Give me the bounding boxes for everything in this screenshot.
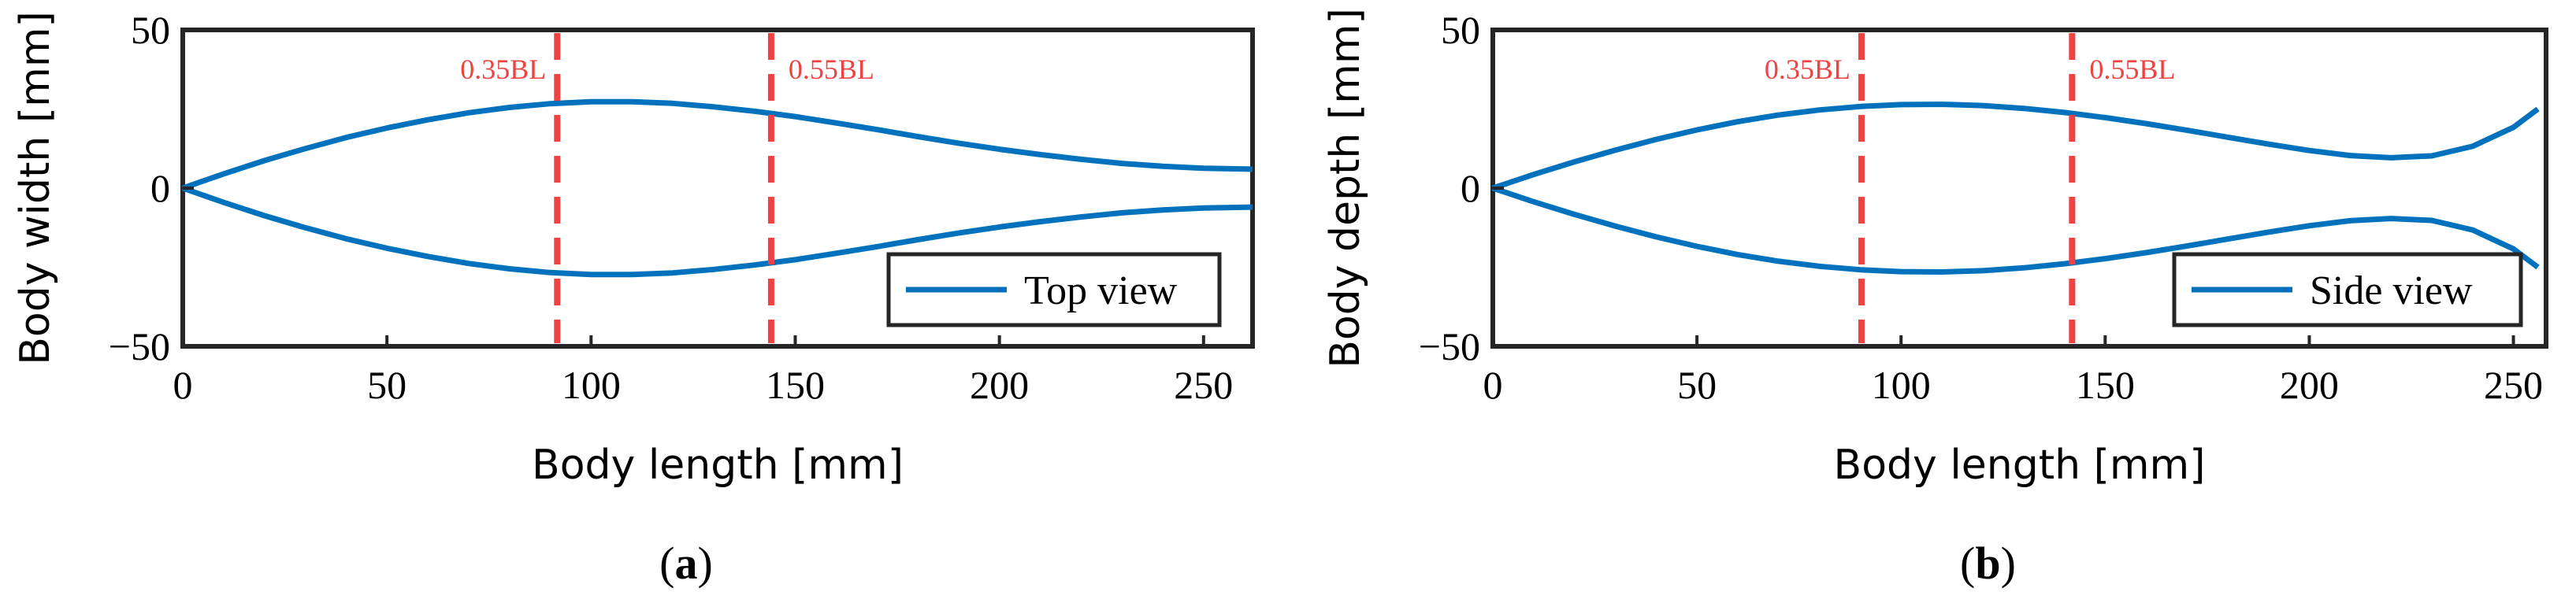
- y-tick-label: 0: [150, 166, 170, 210]
- y-tick-label: 50: [131, 8, 170, 52]
- y-axis-title: Body depth [mm]: [1322, 8, 1369, 368]
- x-tick-label: 100: [562, 363, 621, 407]
- body-outline-lower-line: [1491, 185, 2540, 275]
- x-tick-label: 50: [1677, 363, 1717, 407]
- marker-label-055bl: 0.55BL: [789, 54, 874, 85]
- x-tick-label: 200: [970, 363, 1029, 407]
- legend: Side view: [2172, 252, 2523, 327]
- x-axis: 0 50 100 150 200 250: [173, 335, 1233, 407]
- body-outline-upper-line: [181, 98, 1253, 191]
- marker-label-035bl: 0.35BL: [460, 54, 546, 85]
- plot-area: [181, 33, 1253, 343]
- y-tick-label: 0: [1461, 166, 1480, 210]
- x-tick-label: 50: [367, 363, 406, 407]
- legend: Top view: [886, 252, 1222, 327]
- x-axis-title: Body length [mm]: [532, 442, 904, 489]
- body-outline-lower-line: [181, 185, 1253, 278]
- x-axis-title: Body length [mm]: [1834, 442, 2206, 489]
- y-tick-label: −50: [109, 324, 170, 368]
- x-tick-label: 0: [173, 363, 193, 407]
- x-tick-label: 100: [1872, 363, 1931, 407]
- y-tick-label: 50: [1441, 8, 1480, 52]
- panel-label-b: (b): [1960, 538, 2016, 589]
- y-axis: −50 0 50: [109, 8, 194, 368]
- x-tick-label: 150: [766, 363, 825, 407]
- body-outline-upper-line: [1491, 102, 2540, 191]
- x-tick-label: 250: [2484, 363, 2543, 407]
- y-axis-title: Body width [mm]: [12, 11, 59, 365]
- x-tick-label: 150: [2076, 363, 2135, 407]
- panel-label-a: (a): [659, 538, 713, 589]
- plot-area: [1491, 33, 2540, 343]
- x-axis: 0 50 100 150 200 250: [1483, 335, 2543, 407]
- legend-label: Side view: [2310, 268, 2473, 313]
- marker-label-035bl: 0.35BL: [1765, 54, 1850, 85]
- x-tick-label: 250: [1174, 363, 1233, 407]
- x-tick-label: 200: [2280, 363, 2339, 407]
- y-tick-label: −50: [1419, 324, 1480, 368]
- marker-label-055bl: 0.55BL: [2089, 54, 2175, 85]
- y-axis: −50 0 50: [1419, 8, 1504, 368]
- legend-label: Top view: [1024, 268, 1178, 313]
- x-tick-label: 0: [1483, 363, 1503, 407]
